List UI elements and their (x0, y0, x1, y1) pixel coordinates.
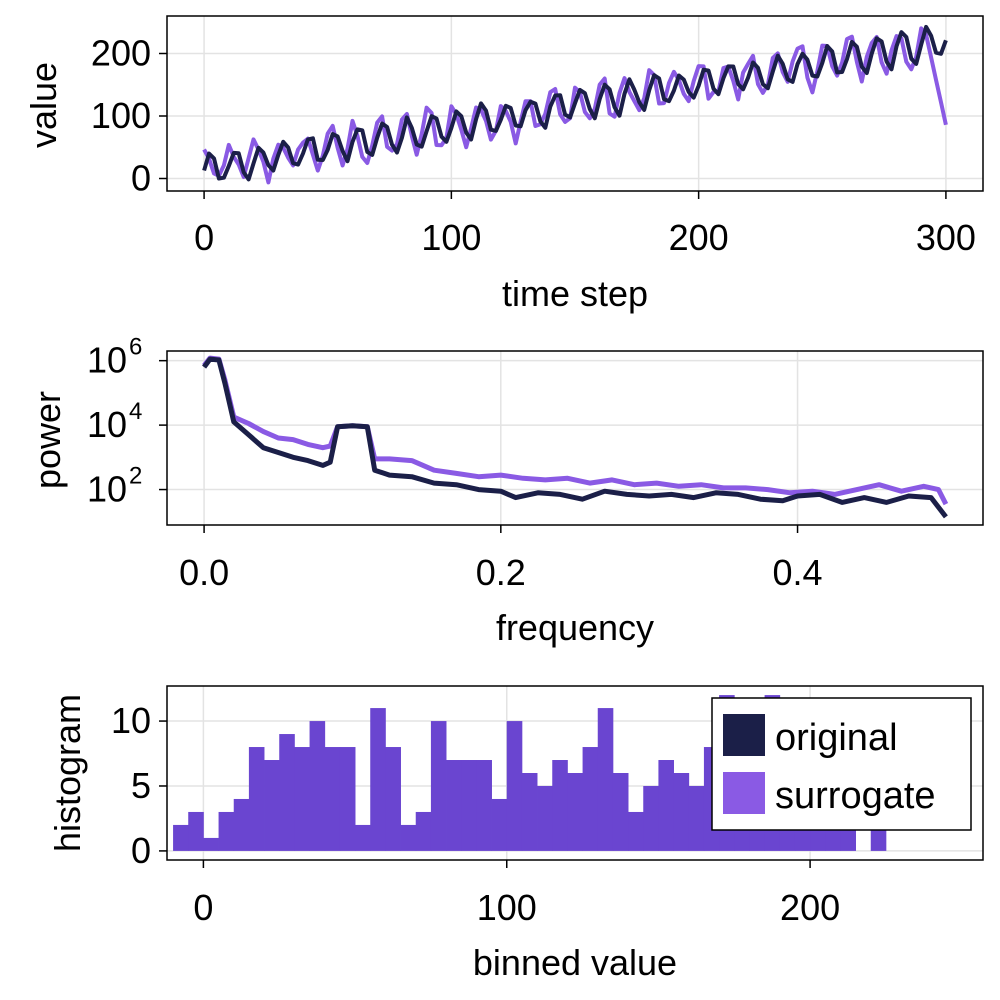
power-spectrum-lines (202, 355, 949, 519)
histogram-bar (400, 824, 417, 851)
power-spectrum-x-axis-title: frequency (496, 607, 654, 648)
histogram-x-tick-label: 0 (193, 887, 213, 928)
histogram-bar (628, 811, 644, 851)
histogram-bar (491, 798, 508, 851)
histogram-y-tick-label: 10 (111, 700, 151, 741)
power-spectrum-y-axis-title: power (27, 391, 68, 489)
power-spectrum-frame (166, 350, 984, 526)
histogram-y-ticks: 0 5 10 (111, 700, 167, 871)
histogram-frame (166, 685, 984, 861)
histogram-bar (582, 747, 599, 851)
histogram-bar (188, 811, 204, 851)
power-spectrum-y-tick-exponent: 6 (129, 334, 142, 361)
histogram-x-axis-title: binned value (473, 942, 677, 983)
time-series-x-tick-label: 100 (421, 217, 481, 258)
power-spectrum-x-tick-label: 0.0 (179, 552, 229, 593)
histogram-bar (370, 708, 386, 851)
histogram-bar (218, 811, 235, 851)
histogram-bar (476, 760, 492, 851)
histogram-bar (309, 721, 326, 851)
histogram-bar (643, 785, 659, 851)
power-spectrum-x-ticks: 0.0 0.2 0.4 (179, 525, 823, 593)
power-spectrum-line-original (202, 356, 948, 519)
time-series-x-tick-label: 200 (669, 217, 729, 258)
power-spectrum-x-tick-label: 0.4 (773, 552, 823, 593)
time-series-grid (167, 16, 983, 191)
time-series-x-axis-title: time step (502, 273, 648, 314)
histogram-bar (870, 824, 887, 851)
time-series-y-axis-title: value (23, 62, 64, 148)
histogram-bar (779, 824, 796, 851)
power-spectrum-line-surrogate (202, 355, 949, 506)
histogram-bar (294, 747, 310, 851)
time-series-lines (202, 24, 948, 185)
histogram-x-tick-label: 100 (477, 887, 537, 928)
histogram-bar (203, 837, 219, 851)
histogram-bar (506, 721, 523, 851)
power-spectrum-y-tick-label: 10 (87, 469, 127, 510)
histogram-bar (597, 708, 614, 851)
histogram-bar (612, 773, 629, 851)
histogram-bar (415, 811, 432, 851)
histogram-bar (385, 747, 401, 851)
legend-label-original: original (775, 717, 898, 759)
histogram-bar (446, 760, 462, 851)
legend-swatch-original (723, 714, 765, 756)
histogram-bar (339, 747, 356, 851)
histogram-x-ticks: 0 100 200 (193, 860, 840, 928)
time-series-y-tick-label: 100 (91, 95, 151, 136)
histogram-bar (552, 760, 568, 851)
time-series-line-original (202, 24, 948, 182)
histogram-bar (279, 734, 295, 851)
histogram-bar (233, 798, 250, 851)
histogram-panel: 0 100 200 0 5 10 binned value histogram orig… (47, 685, 984, 983)
histogram-x-tick-label: 200 (780, 887, 840, 928)
histogram-bar (658, 760, 674, 851)
histogram-bar (688, 785, 705, 851)
histogram-y-tick-label: 5 (131, 765, 151, 806)
power-spectrum-y-tick-exponent: 2 (129, 463, 142, 490)
time-series-x-tick-label: 300 (916, 217, 976, 258)
power-spectrum-x-tick-label: 0.2 (476, 552, 526, 593)
histogram-y-tick-label: 0 (131, 830, 151, 871)
legend-label-surrogate: surrogate (775, 775, 936, 817)
histogram-bar (248, 747, 265, 851)
time-series-y-tick-label: 200 (91, 33, 151, 74)
legend-swatch-surrogate (723, 772, 765, 814)
legend: original surrogate (711, 697, 972, 831)
time-series-y-tick-label: 0 (131, 158, 151, 199)
time-series-x-ticks: 0 100 200 300 (194, 191, 976, 258)
histogram-bar (324, 747, 341, 851)
power-spectrum-y-tick-label: 10 (87, 404, 127, 445)
histogram-bar (567, 773, 583, 851)
histogram-bar (264, 760, 280, 851)
time-series-y-ticks: 0 100 200 (91, 33, 167, 199)
power-spectrum-y-tick-exponent: 4 (129, 398, 142, 425)
time-series-panel: 0 100 200 300 0 100 200 time step value (23, 15, 984, 314)
time-series-line-surrogate (202, 26, 948, 185)
histogram-bar (673, 773, 690, 851)
histogram-bar (430, 721, 447, 851)
histogram-bar (537, 785, 553, 851)
histogram-y-axis-title: histogram (47, 694, 88, 852)
time-series-frame (166, 15, 984, 192)
histogram-bar (355, 824, 371, 851)
histogram-bar (173, 824, 189, 851)
histogram-bar (521, 773, 538, 851)
time-series-x-tick-label: 0 (194, 217, 214, 258)
power-spectrum-y-tick-label: 10 (87, 340, 127, 381)
histogram-bar (461, 760, 477, 851)
